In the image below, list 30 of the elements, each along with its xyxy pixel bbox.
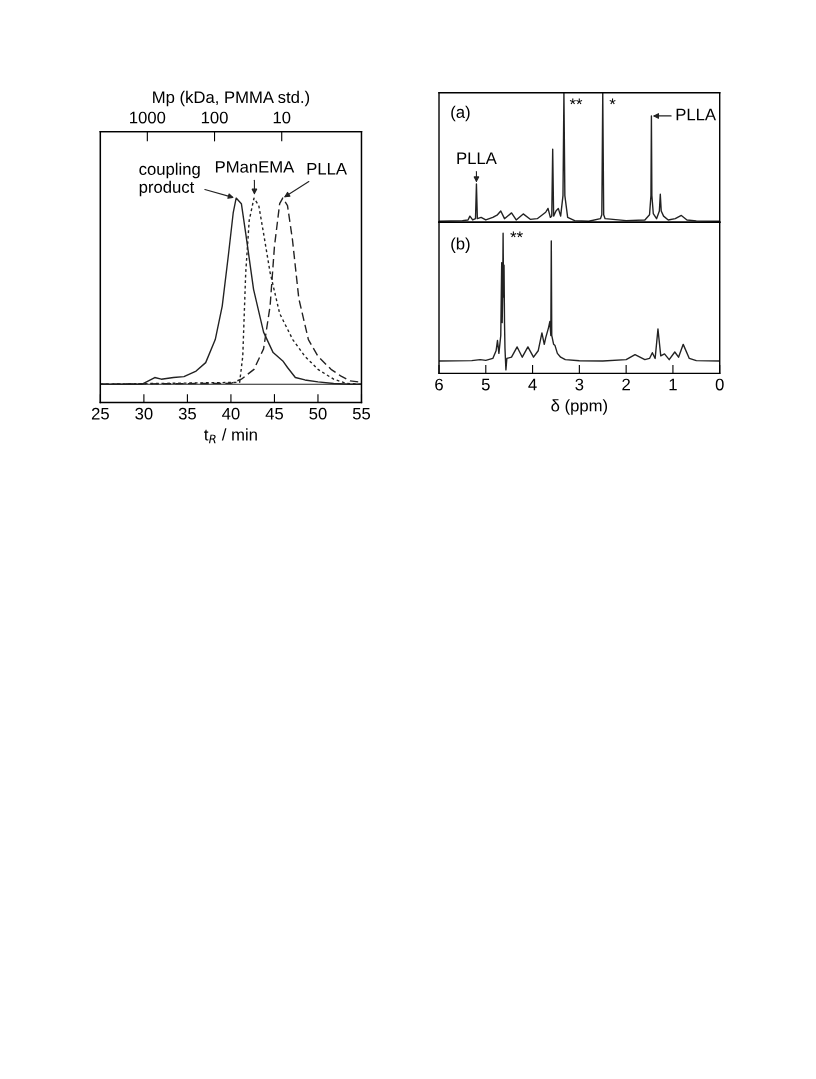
annotation: PLLA: [457, 152, 497, 164]
x-tick-label: 0: [715, 378, 724, 391]
x2-tick-label: 100: [201, 111, 228, 124]
x-tick-label: 30: [135, 407, 153, 420]
annotation: **: [569, 98, 583, 105]
x-tick-label: 2: [622, 378, 630, 391]
annotation: PLLA: [307, 163, 347, 175]
x-tick-label: 1: [669, 378, 677, 391]
x-tick-label: 50: [309, 407, 327, 420]
annotation: PLLA: [676, 108, 717, 121]
x-axis-title: t$_{R}$ / min: [204, 428, 257, 444]
x-tick-label: 4: [528, 378, 537, 391]
x-tick-label: 25: [91, 407, 109, 420]
x-tick-label: 55: [352, 407, 371, 420]
x-tick-label: 45: [265, 407, 284, 420]
annotation: *: [609, 98, 616, 105]
x2-axis-title: Mp (kDa, PMMA std.): [153, 90, 310, 107]
annotation: coupling product: [139, 162, 200, 197]
annotation: (a): [451, 105, 470, 122]
x-tick-label: 35: [178, 407, 196, 420]
annotation: (b): [451, 237, 470, 253]
x2-tick-label: 1000: [130, 111, 166, 124]
x2-tick-label: 10: [273, 111, 291, 124]
x-tick-label: 5: [481, 378, 490, 391]
x-tick-label: 40: [222, 407, 240, 420]
annotation: **: [510, 231, 523, 238]
x-tick-label: 3: [575, 378, 584, 391]
annotation: PManEMA: [215, 161, 295, 173]
x-tick-label: 6: [435, 378, 443, 391]
x-axis-title: δ (ppm): [551, 399, 608, 415]
